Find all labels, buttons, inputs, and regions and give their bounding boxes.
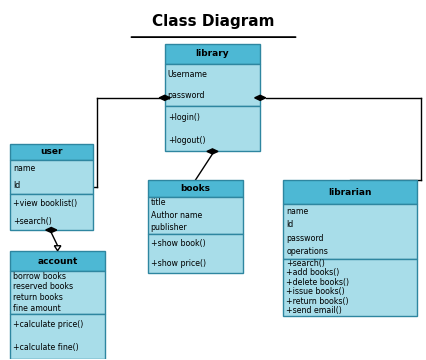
Bar [147, 234, 243, 273]
Text: +calculate price(): +calculate price() [13, 320, 83, 329]
Bar [10, 314, 105, 359]
Text: librarian: librarian [328, 188, 371, 197]
Text: +add books(): +add books() [286, 269, 339, 278]
Text: +send email(): +send email() [286, 306, 341, 315]
Polygon shape [54, 246, 61, 251]
Text: books: books [180, 184, 210, 193]
Text: operations: operations [286, 247, 328, 256]
Text: publisher: publisher [150, 223, 187, 232]
Text: name: name [13, 164, 35, 173]
Bar [283, 180, 416, 204]
Text: +show book(): +show book() [150, 239, 205, 248]
Polygon shape [46, 228, 57, 233]
Polygon shape [254, 95, 265, 100]
Bar [10, 160, 92, 194]
Text: Username: Username [167, 70, 207, 79]
Text: Id: Id [13, 181, 20, 190]
Text: +calculate fine(): +calculate fine() [13, 343, 78, 352]
Text: +delete books(): +delete books() [286, 278, 348, 287]
Text: +issue books(): +issue books() [286, 288, 344, 297]
Bar [283, 204, 416, 259]
Text: title: title [150, 198, 166, 207]
Bar [283, 259, 416, 316]
Text: fine amount: fine amount [13, 304, 60, 313]
Text: password: password [286, 234, 323, 243]
Bar [164, 107, 259, 152]
Text: +search(): +search() [286, 259, 325, 268]
Text: reserved books: reserved books [13, 282, 73, 291]
Text: +view booklist(): +view booklist() [13, 198, 77, 207]
Polygon shape [159, 95, 170, 100]
Text: password: password [167, 91, 205, 100]
Text: Class Diagram: Class Diagram [152, 14, 274, 29]
Text: Id: Id [286, 220, 293, 229]
Bar [147, 197, 243, 234]
Text: account: account [37, 257, 78, 266]
Bar [10, 144, 92, 160]
Polygon shape [207, 149, 217, 154]
Text: +show price(): +show price() [150, 258, 205, 267]
Bar [10, 271, 105, 314]
Bar [164, 64, 259, 107]
Text: +search(): +search() [13, 216, 52, 225]
Text: +logout(): +logout() [167, 136, 205, 145]
Text: return books: return books [13, 293, 63, 302]
Text: borrow books: borrow books [13, 271, 66, 280]
Text: Author name: Author name [150, 211, 201, 220]
Bar [10, 251, 105, 271]
Text: +return books(): +return books() [286, 297, 348, 306]
Text: user: user [40, 148, 62, 157]
Bar [164, 44, 259, 64]
Text: +login(): +login() [167, 113, 199, 122]
Bar [10, 194, 92, 230]
Text: name: name [286, 207, 308, 216]
Bar [147, 180, 243, 197]
Text: library: library [195, 49, 229, 58]
